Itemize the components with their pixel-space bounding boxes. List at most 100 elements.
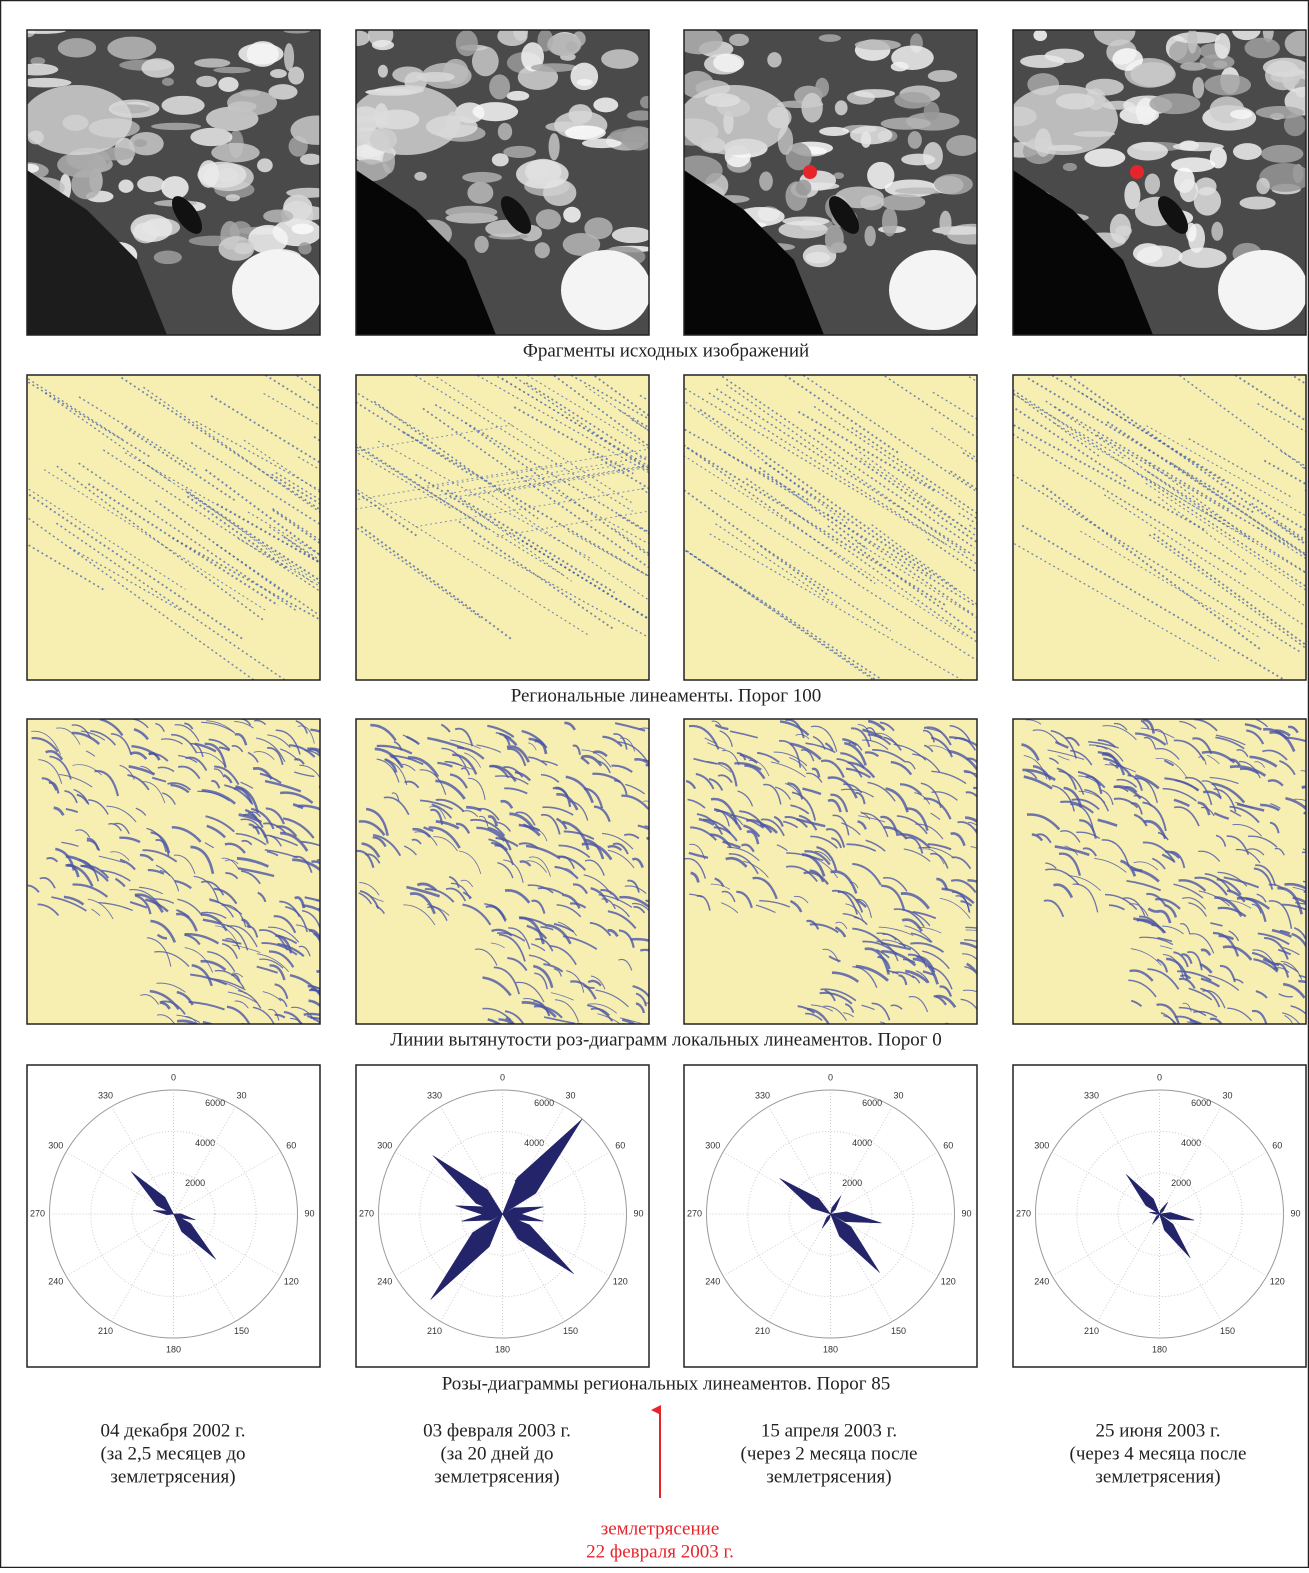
terrain [300, 154, 322, 165]
row-caption: Розы-диаграммы региональных линеаментов.… [442, 1373, 891, 1394]
local-lineaments [27, 719, 342, 1038]
terrain [570, 63, 598, 91]
terrain [118, 180, 133, 193]
radial-tick-label: 4000 [852, 1138, 872, 1148]
terrain [1137, 246, 1182, 267]
terrain [1063, 163, 1077, 171]
panel-bg [684, 375, 977, 680]
terrain [131, 214, 173, 242]
terrain [1145, 173, 1160, 194]
angle-tick-label: 270 [30, 1208, 45, 1218]
terrain [211, 143, 259, 163]
terrain [226, 194, 240, 201]
epicenter [803, 165, 817, 179]
terrain [503, 146, 536, 158]
angle-tick-label: 180 [823, 1344, 838, 1354]
terrain [161, 176, 188, 199]
terrain [1256, 178, 1269, 194]
terrain [531, 63, 578, 72]
terrain [867, 162, 894, 189]
terrain [835, 100, 848, 115]
angle-tick-label: 120 [941, 1276, 956, 1286]
epicenter [1130, 165, 1144, 179]
bright-area [1008, 85, 1118, 155]
angle-tick-label: 60 [286, 1140, 296, 1150]
terrain [1173, 142, 1224, 151]
terrain [198, 160, 219, 188]
angle-tick-label: 210 [755, 1326, 770, 1336]
terrain [1130, 62, 1176, 87]
terrain [151, 123, 201, 130]
angle-tick-label: 210 [98, 1326, 113, 1336]
date-label: 15 апреля 2003 г. [761, 1420, 897, 1441]
terrain [498, 123, 512, 140]
terrain [1084, 148, 1125, 167]
panel-bg [1013, 375, 1306, 680]
date-label: землетрясения) [766, 1466, 891, 1487]
date-label: землетрясения) [434, 1466, 559, 1487]
angle-tick-label: 270 [687, 1208, 702, 1218]
terrain [535, 242, 550, 258]
terrain [855, 40, 901, 50]
terrain [894, 92, 931, 109]
terrain [612, 227, 653, 243]
terrain [472, 102, 518, 121]
terrain [284, 43, 294, 71]
date-label: (за 20 дней до [440, 1443, 553, 1464]
radial-tick-label: 6000 [534, 1098, 554, 1108]
local-lineaments [684, 719, 1010, 1038]
angle-tick-label: 150 [234, 1326, 249, 1336]
terrain [107, 37, 156, 60]
row-caption: Фрагменты исходных изображений [523, 340, 809, 361]
angle-tick-label: 240 [48, 1276, 63, 1286]
angle-tick-label: 330 [755, 1091, 770, 1101]
angle-tick-label: 150 [1220, 1326, 1235, 1336]
terrain [161, 96, 204, 115]
terrain [1194, 187, 1221, 216]
angle-tick-label: 300 [377, 1140, 392, 1150]
terrain [1171, 157, 1215, 172]
angle-tick-label: 180 [1152, 1344, 1167, 1354]
terrain [819, 34, 841, 42]
terrain [796, 180, 812, 196]
angle-tick-label: 300 [48, 1140, 63, 1150]
bright-area [232, 250, 322, 330]
terrain [467, 182, 493, 204]
date-label: 25 июня 2003 г. [1096, 1420, 1221, 1441]
rose-diagram: 2000400060000306090120150180210240270300… [684, 1065, 977, 1367]
radial-tick-label: 2000 [842, 1178, 862, 1188]
satellite-image [335, 22, 661, 335]
satellite-image [6, 26, 342, 335]
regional-lineaments [968, 337, 1309, 726]
date-label: 04 декабря 2002 г. [100, 1420, 245, 1441]
local-lineaments [356, 719, 676, 1044]
terrain [445, 206, 497, 219]
terrain [414, 172, 426, 181]
date-label: (через 2 месяца после [741, 1443, 918, 1464]
angle-tick-label: 150 [891, 1326, 906, 1336]
terrain [263, 209, 293, 222]
bright-area [561, 250, 651, 330]
angle-tick-label: 90 [304, 1208, 314, 1218]
angle-tick-label: 330 [1084, 1091, 1099, 1101]
angle-tick-label: 150 [563, 1326, 578, 1336]
angle-tick-label: 0 [828, 1072, 833, 1082]
angle-tick-label: 300 [705, 1140, 720, 1150]
angle-tick-label: 240 [1034, 1276, 1049, 1286]
radial-tick-label: 4000 [195, 1138, 215, 1148]
angle-tick-label: 180 [495, 1344, 510, 1354]
terrain [1233, 143, 1262, 160]
terrain [288, 67, 304, 85]
terrain [819, 127, 849, 136]
radial-tick-label: 6000 [862, 1098, 882, 1108]
terrain [462, 172, 502, 183]
terrain [536, 209, 561, 229]
angle-tick-label: 60 [943, 1140, 953, 1150]
terrain [474, 236, 488, 253]
terrain [934, 174, 973, 195]
terrain [767, 52, 781, 67]
angle-tick-label: 90 [1290, 1208, 1300, 1218]
bright-area [889, 250, 979, 330]
terrain [292, 224, 314, 235]
angle-tick-label: 0 [500, 1072, 505, 1082]
